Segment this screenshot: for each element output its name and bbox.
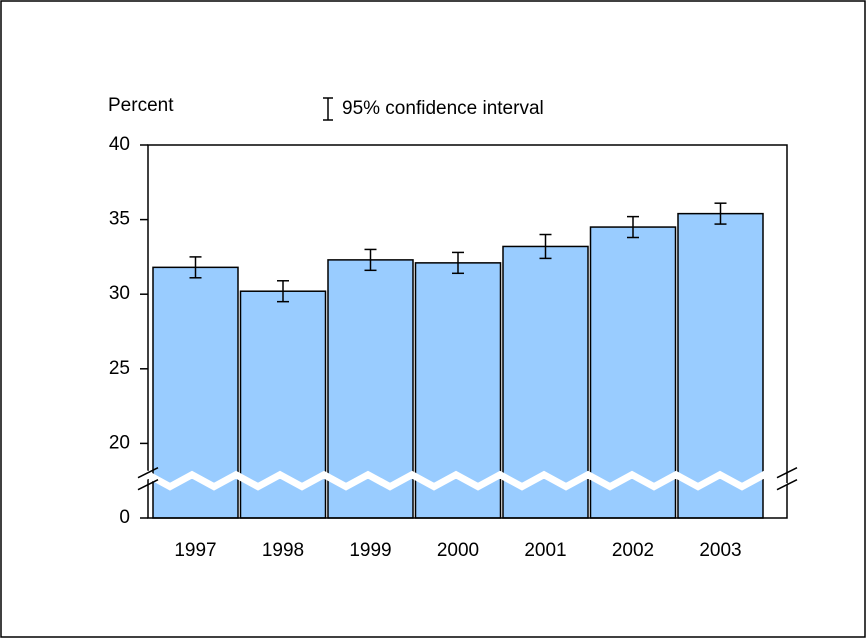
break-mark	[137, 479, 159, 491]
y-tick-label: 20	[109, 432, 130, 453]
x-tick-label: 2001	[524, 540, 566, 561]
plot-frame	[147, 144, 788, 519]
y-tick-label: 30	[109, 283, 130, 304]
bar	[677, 212, 764, 519]
x-tick-label: 1997	[174, 540, 216, 561]
x-tick-label: 1998	[262, 540, 304, 561]
x-tick-label: 2000	[437, 540, 479, 561]
y-axis-label: Percent	[108, 95, 174, 116]
axis-break	[137, 470, 788, 491]
x-tick-label: 1999	[349, 540, 391, 561]
bar	[589, 226, 677, 519]
x-tick-label: 2003	[699, 540, 741, 561]
y-tick-label: 35	[109, 209, 130, 230]
y-tick-label: 25	[109, 358, 130, 379]
y-tick-label: 40	[109, 134, 130, 155]
x-tick-label: 2002	[612, 540, 654, 561]
legend-label: 95% confidence interval	[342, 98, 544, 119]
legend: 95% confidence interval	[323, 97, 544, 121]
break-mark	[776, 467, 798, 479]
y-tick-label: 0	[119, 507, 130, 528]
break-mark	[776, 479, 798, 491]
break-mark	[137, 467, 159, 479]
